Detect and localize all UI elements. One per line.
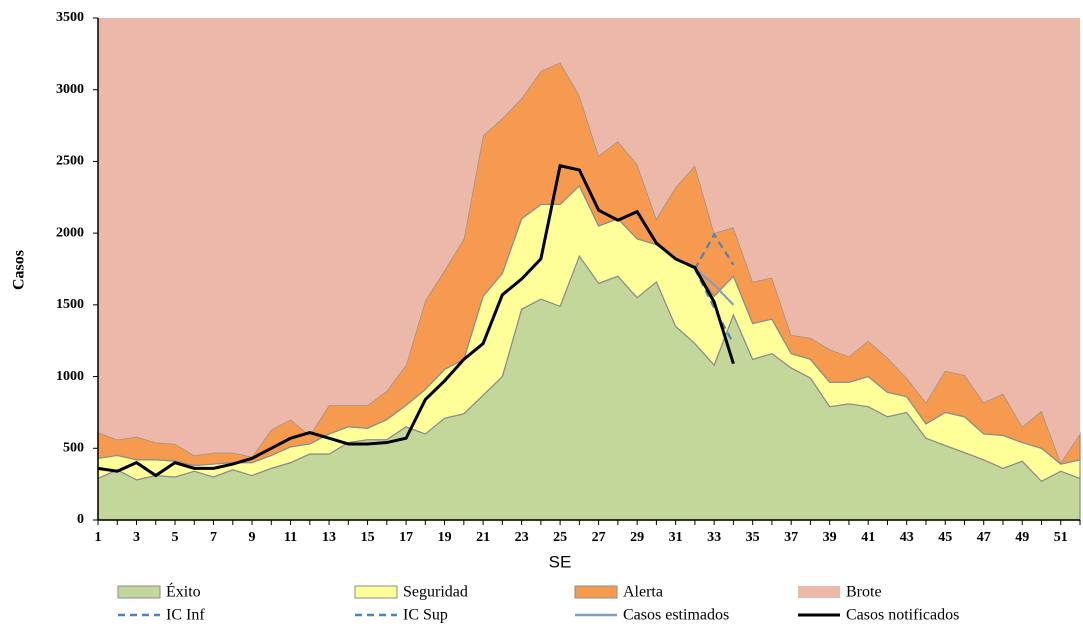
line: [97, 163, 735, 478]
x-tick-label: 39: [823, 530, 837, 545]
x-tick-label: 45: [938, 530, 952, 545]
y-tick-label: 1000: [56, 369, 84, 384]
legend-label: Seguridad: [403, 584, 468, 601]
x-tick-label: 43: [900, 530, 914, 545]
y-tick-label: 3000: [56, 82, 84, 97]
x-tick-label: 31: [669, 530, 683, 545]
legend-swatch: [574, 585, 618, 599]
x-tick-label: 7: [210, 530, 217, 545]
x-axis-label: SE: [549, 552, 572, 571]
legend-label: Éxito: [166, 582, 201, 601]
legend-swatch: [798, 586, 840, 598]
x-tick-label: 33: [707, 530, 721, 545]
x-tick-label: 35: [746, 530, 760, 545]
x-tick-label: 9: [249, 530, 256, 545]
x-tick-label: 5: [172, 530, 179, 545]
brote-area: [98, 18, 1080, 463]
x-tick-label: 1: [95, 530, 102, 545]
legend-label: Casos notificados: [846, 607, 959, 624]
x-tick-label: 41: [861, 530, 875, 545]
x-tick-label: 27: [592, 530, 606, 545]
legend-label: IC Sup: [403, 607, 448, 624]
x-tick-label: 21: [476, 530, 490, 545]
x-tick-label: 19: [438, 530, 452, 545]
legend-swatch: [117, 585, 161, 599]
y-tick-label: 1500: [56, 297, 84, 312]
legend-label: Alerta: [623, 584, 663, 601]
x-tick-label: 13: [322, 530, 336, 545]
x-tick-label: 25: [553, 530, 567, 545]
y-tick-label: 0: [77, 512, 84, 527]
x-tick-label: 49: [1015, 530, 1029, 545]
line: [694, 268, 735, 306]
x-tick-label: 15: [361, 530, 375, 545]
legend-swatch: [354, 585, 398, 599]
y-tick-label: 2000: [56, 225, 84, 240]
legend-label: Casos estimados: [623, 607, 729, 624]
x-tick-label: 51: [1054, 530, 1068, 545]
legend-label: IC Inf: [166, 607, 205, 624]
line: [693, 232, 735, 270]
x-tick-label: 17: [399, 530, 413, 545]
x-tick-label: 37: [784, 530, 798, 545]
x-tick-label: 11: [284, 530, 297, 545]
x-tick-label: 29: [630, 530, 644, 545]
legend-label: Brote: [846, 584, 882, 601]
x-tick-label: 3: [133, 530, 140, 545]
y-tick-label: 500: [63, 441, 84, 456]
y-tick-label: 3500: [56, 10, 84, 25]
x-tick-label: 47: [977, 530, 991, 545]
y-axis-label: Casos: [11, 250, 28, 290]
x-tick-label: 23: [515, 530, 529, 545]
y-tick-label: 2500: [56, 154, 84, 169]
